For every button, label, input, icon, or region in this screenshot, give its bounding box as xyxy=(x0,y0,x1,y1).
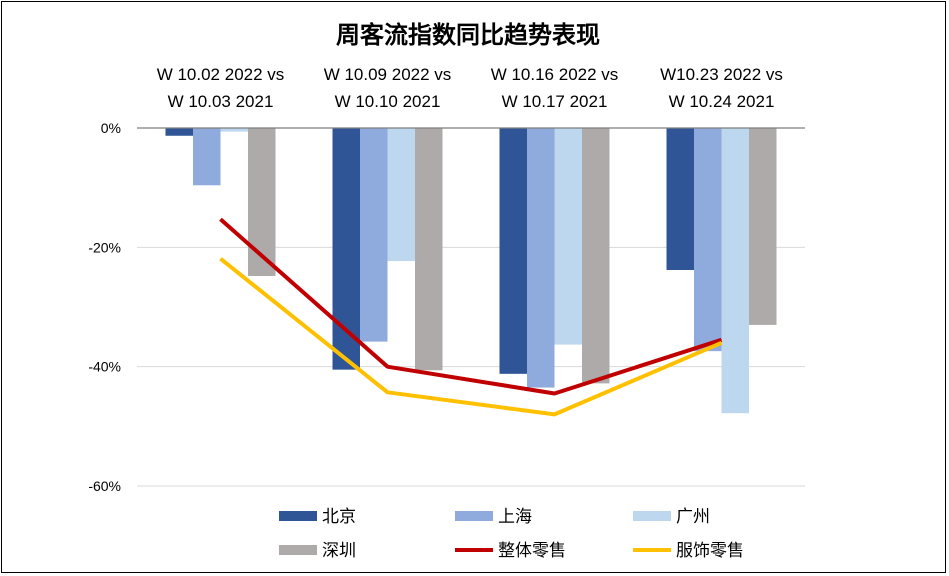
y-ticks: 0% -20% -40% -60% xyxy=(88,120,121,494)
bar-深圳 xyxy=(248,128,276,276)
legend-swatch xyxy=(279,545,317,555)
legend-label: 深圳 xyxy=(322,541,356,561)
line-整体零售 xyxy=(219,217,723,396)
bar-上海 xyxy=(360,128,388,342)
bars xyxy=(165,128,777,414)
legend-swatch xyxy=(455,511,493,521)
legend-swatch xyxy=(633,511,671,521)
bar-上海 xyxy=(193,128,221,186)
bar-上海 xyxy=(694,128,722,352)
y-tick-label: -40% xyxy=(88,359,121,375)
legend-swatch xyxy=(279,511,317,521)
category-label: W 10.09 2022 vs xyxy=(324,65,452,84)
category-label: W 10.16 2022 vs xyxy=(491,65,619,84)
category-label: W10.23 2022 vs xyxy=(660,65,783,84)
bar-广州 xyxy=(220,128,248,132)
bar-广州 xyxy=(554,128,582,345)
bar-北京 xyxy=(499,128,527,374)
category-label: W 10.02 2022 vs xyxy=(157,65,285,84)
legend-label: 北京 xyxy=(322,507,356,527)
line-服饰零售 xyxy=(219,257,723,417)
y-tick-label: -20% xyxy=(88,239,121,255)
bar-广州 xyxy=(721,128,749,414)
bar-北京 xyxy=(332,128,360,370)
legend-label: 广州 xyxy=(676,507,710,527)
legend-label: 服饰零售 xyxy=(676,541,744,561)
chart-title: 周客流指数同比趋势表现 xyxy=(336,20,600,49)
bar-广州 xyxy=(387,128,415,262)
category-label: W 10.24 2021 xyxy=(669,92,775,111)
bar-北京 xyxy=(666,128,694,271)
category-labels: W 10.02 2022 vs W 10.03 2021 W 10.09 2022 … xyxy=(157,65,783,111)
lines xyxy=(219,217,723,417)
category-label: W 10.10 2021 xyxy=(335,92,441,111)
bar-深圳 xyxy=(415,128,443,371)
category-label: W 10.03 2021 xyxy=(168,92,274,111)
category-label: W 10.17 2021 xyxy=(502,92,608,111)
bar-深圳 xyxy=(749,128,777,325)
bar-深圳 xyxy=(582,128,610,384)
y-tick-label: 0% xyxy=(101,120,121,136)
bar-北京 xyxy=(165,128,193,136)
legend-label: 整体零售 xyxy=(498,541,566,561)
legend-label: 上海 xyxy=(498,507,532,527)
y-tick-label: -60% xyxy=(88,478,121,494)
bar-上海 xyxy=(527,128,555,388)
